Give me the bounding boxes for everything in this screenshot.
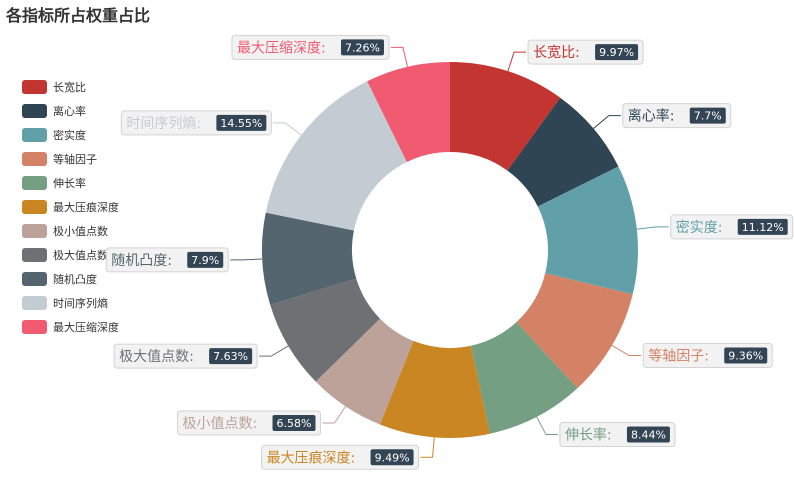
slice-value-label: 8.44%	[631, 429, 666, 442]
slice-name-label: 极小值点数:	[182, 416, 257, 432]
legend-swatch[interactable]	[22, 200, 47, 214]
slice-name-label: 长宽比:	[533, 44, 580, 61]
chart-title: 各指标所占权重占比	[6, 6, 151, 25]
legend-swatch[interactable]	[22, 224, 47, 238]
legend-swatch[interactable]	[22, 152, 47, 166]
label-line	[230, 258, 263, 261]
pie-slice[interactable]	[537, 166, 638, 295]
slice-value-label: 6.58%	[277, 417, 312, 430]
legend-swatch[interactable]	[22, 104, 47, 118]
slice-name-label: 极大值点数:	[119, 349, 194, 365]
slice-labels: 长宽比: 9.97% 离心率: 7.7% 密实度: 11.12% 等轴因子: 9.36% 伸长率…	[105, 34, 794, 470]
legend-label[interactable]: 离心率	[53, 104, 86, 118]
slice-value-label: 7.63%	[213, 350, 248, 363]
legend-label[interactable]: 密实度	[53, 128, 86, 142]
label-line	[420, 437, 435, 458]
value-badge	[187, 251, 224, 268]
value-badge	[340, 39, 384, 56]
legend-label[interactable]: 极小值点数	[53, 224, 108, 238]
pie-slice[interactable]	[379, 340, 490, 439]
legend: 长宽比离心率密实度等轴因子伸长率最大压痕深度极小值点数极大值点数随机凸度时间序列…	[22, 80, 119, 334]
legend-swatch[interactable]	[22, 272, 47, 286]
value-badge	[626, 426, 670, 443]
label-line	[636, 226, 669, 230]
value-badge	[595, 44, 639, 61]
value-badge	[209, 348, 253, 365]
label-line	[390, 46, 408, 67]
pie-slice[interactable]	[315, 318, 414, 425]
legend-swatch[interactable]	[22, 320, 47, 334]
label-line	[593, 115, 621, 129]
legend-label[interactable]: 等轴因子	[53, 152, 97, 166]
legend-label[interactable]: 最大压痕深度	[53, 200, 119, 214]
label-line	[322, 406, 347, 424]
slice-value-label: 11.12%	[742, 221, 784, 234]
legend-swatch[interactable]	[22, 128, 47, 142]
legend-swatch[interactable]	[22, 80, 47, 94]
slice-value-label: 9.49%	[375, 451, 410, 464]
slice-name-label: 随机凸度:	[111, 253, 172, 269]
legend-swatch[interactable]	[22, 176, 47, 190]
legend-swatch[interactable]	[22, 248, 47, 262]
pie-slice[interactable]	[367, 62, 450, 163]
value-badge	[370, 449, 414, 466]
legend-swatch[interactable]	[22, 296, 47, 310]
pie-slice[interactable]	[507, 97, 619, 207]
slice-name-label: 最大压缩深度:	[237, 40, 326, 56]
slice-value-label: 9.36%	[728, 350, 763, 363]
label-line	[273, 122, 302, 136]
legend-label[interactable]: 伸长率	[53, 176, 86, 190]
pie-slice[interactable]	[262, 212, 357, 305]
legend-label[interactable]: 随机凸度	[53, 272, 97, 286]
slice-value-label: 9.97%	[599, 46, 634, 59]
pie-slice[interactable]	[470, 322, 578, 434]
slice-value-label: 7.7%	[694, 110, 722, 123]
pie-slice[interactable]	[516, 273, 633, 389]
legend-label[interactable]: 最大压缩深度	[53, 320, 119, 334]
value-badge	[689, 107, 726, 124]
slice-name-label: 离心率:	[628, 108, 675, 125]
slice-name-label: 密实度:	[676, 219, 723, 236]
pie-slice[interactable]	[265, 81, 407, 231]
slice-name-label: 伸长率:	[565, 427, 612, 444]
slice-name-label: 时间序列熵:	[126, 116, 201, 132]
pie-slice[interactable]	[450, 62, 561, 171]
slice-value-label: 7.9%	[191, 254, 219, 267]
legend-label[interactable]: 极大值点数	[53, 248, 108, 262]
legend-label[interactable]: 时间序列熵	[53, 296, 108, 310]
value-badge	[216, 114, 267, 131]
label-line	[259, 345, 289, 357]
legend-label[interactable]: 长宽比	[53, 80, 86, 94]
value-badge	[272, 414, 316, 431]
slice-name-label: 等轴因子:	[648, 348, 709, 365]
pie-slice[interactable]	[270, 278, 381, 382]
slice-name-label: 最大压痕深度:	[267, 450, 356, 466]
label-line	[507, 51, 527, 72]
donut-slices	[262, 62, 638, 439]
slice-value-label: 14.55%	[220, 117, 262, 130]
value-badge	[737, 218, 788, 235]
label-line	[536, 416, 558, 436]
label-line	[611, 344, 642, 357]
slice-value-label: 7.26%	[345, 41, 380, 54]
value-badge	[724, 347, 768, 364]
